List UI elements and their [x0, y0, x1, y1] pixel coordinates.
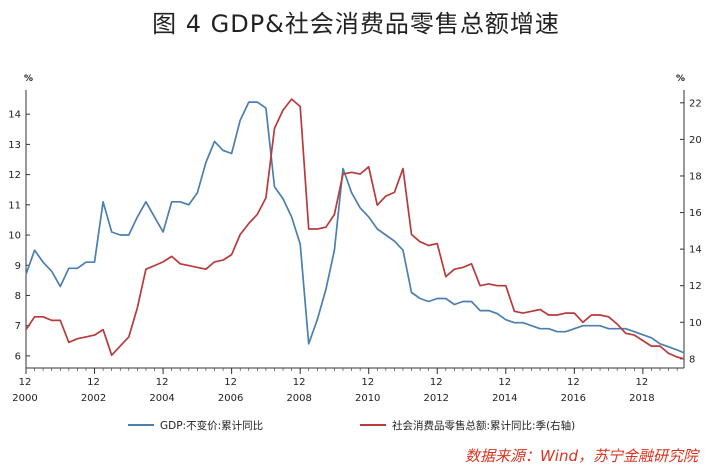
left-tick-label: 9	[15, 261, 21, 272]
x-tick-label-year: 2004	[149, 393, 174, 404]
x-tick-label-month: 12	[224, 377, 237, 388]
x-tick-label-month: 12	[636, 377, 649, 388]
x-tick-label-month: 12	[498, 377, 511, 388]
x-tick-label-month: 12	[87, 377, 100, 388]
x-tick-label-year: 2018	[629, 393, 654, 404]
left-axis-unit: %	[24, 74, 33, 84]
left-tick-label: 10	[8, 231, 21, 242]
right-axis-unit: %	[676, 74, 685, 84]
left-tick-label: 12	[8, 170, 21, 181]
left-tick-label: 7	[15, 321, 21, 332]
left-tick-label: 6	[15, 351, 21, 362]
right-tick-label: 20	[689, 135, 702, 146]
left-tick-label: 11	[8, 200, 21, 211]
x-tick-label-year: 2008	[286, 393, 311, 404]
right-tick-label: 12	[689, 281, 702, 292]
x-tick-label-month: 12	[156, 377, 169, 388]
chart-title: 图 4 GDP&社会消费品零售总额增速	[152, 10, 560, 38]
x-tick-label-year: 2000	[12, 393, 37, 404]
x-tick-label-year: 2014	[492, 393, 517, 404]
right-tick-label: 16	[689, 208, 702, 219]
x-tick-label-year: 2016	[561, 393, 586, 404]
source-note: 数据来源：Wind，苏宁金融研究院	[464, 447, 698, 465]
series-line-gdp	[25, 101, 685, 354]
x-tick-label-month: 12	[430, 377, 443, 388]
series-lines	[25, 98, 685, 360]
legend: GDP:不变价:累计同比 社会消费品零售总额:累计同比:季(右轴)	[128, 419, 575, 432]
right-tick-label: 8	[689, 354, 695, 365]
right-tick-label: 10	[689, 318, 702, 329]
legend-label-retail: 社会消费品零售总额:累计同比:季(右轴)	[392, 419, 575, 432]
x-tick-label-year: 2002	[81, 393, 106, 404]
left-tick-label: 14	[8, 110, 21, 121]
x-tick-label-year: 2006	[218, 393, 243, 404]
x-tick-label-year: 2010	[355, 393, 380, 404]
series-line-retail	[25, 98, 685, 360]
x-tick-label-month: 12	[293, 377, 306, 388]
right-tick-label: 22	[689, 98, 702, 109]
x-tick-label-month: 12	[567, 377, 580, 388]
right-tick-label: 18	[689, 171, 702, 182]
axes: % % 6 7 8 9 10 11 12 13 14 8 10 12 14 16 18 20 22 12 2000 12 2…	[8, 74, 701, 404]
x-tick-label-month: 12	[361, 377, 374, 388]
x-tick-label-year: 2012	[424, 393, 449, 404]
left-tick-label: 8	[15, 291, 21, 302]
left-tick-label: 13	[8, 140, 21, 151]
legend-label-gdp: GDP:不变价:累计同比	[160, 419, 263, 432]
right-tick-label: 14	[689, 245, 702, 256]
x-tick-label-month: 12	[19, 377, 32, 388]
